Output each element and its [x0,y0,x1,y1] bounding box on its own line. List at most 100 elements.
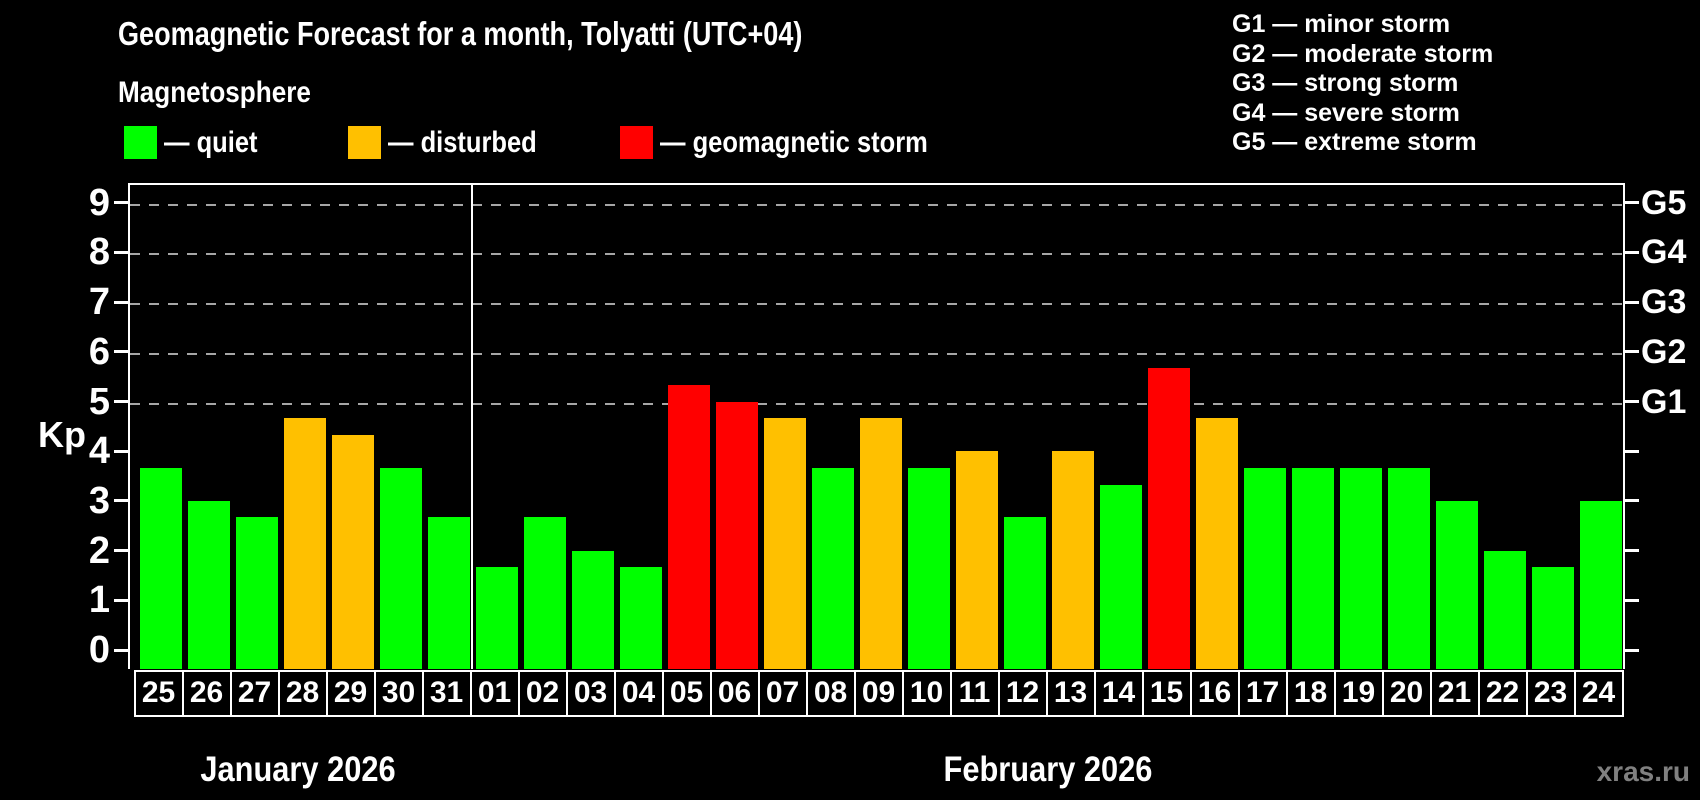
day-cell-24: 24 [1573,670,1624,717]
kp-bar-day-06 [715,401,758,669]
storm-scale-line: G4 — severe storm [1232,98,1460,127]
day-cell-30: 30 [373,670,424,717]
legend-label-quiet: — quiet [164,126,258,159]
day-cell-28: 28 [277,670,328,717]
day-cell-16: 16 [1189,670,1240,717]
y-axis-tick-left [114,598,128,602]
kp-bar-day-15 [1147,368,1190,669]
kp-gridline [130,352,1623,355]
y-axis-tick-label: 2 [88,529,110,572]
kp-bar-day-13 [1051,451,1094,669]
legend-label-disturbed: — disturbed [388,126,537,159]
day-cell-18: 18 [1285,670,1336,717]
y-axis-tick-left [114,250,128,254]
g-scale-label-G1: G1 [1641,382,1687,421]
y-axis-tick-right [1625,598,1639,602]
kp-bar-day-09 [859,417,902,669]
kp-bar-day-22 [1483,550,1526,669]
y-axis-tick-right [1625,549,1639,553]
y-axis-tick-right [1625,499,1639,503]
y-axis-tick-label: 7 [88,281,110,324]
day-cell-20: 20 [1381,670,1432,717]
kp-bar-day-31 [427,517,470,669]
kp-bar-day-25 [139,467,182,669]
y-axis-tick-left [114,449,128,453]
kp-bar-day-07 [763,417,806,669]
y-axis-tick-label: 1 [88,579,110,622]
kp-bar-day-27 [235,517,278,669]
legend-swatch-quiet [124,126,157,159]
kp-bar-day-20 [1387,467,1430,669]
kp-bar-day-30 [379,467,422,669]
g-scale-label-G4: G4 [1641,233,1687,272]
y-axis-tick-left [114,350,128,354]
day-cell-04: 04 [613,670,664,717]
month-separator-line [471,185,473,669]
day-cell-27: 27 [229,670,280,717]
day-cell-13: 13 [1045,670,1096,717]
g-scale-label-G5: G5 [1641,183,1687,222]
kp-bar-day-05 [667,385,710,669]
kp-bar-day-29 [331,434,374,669]
day-cell-22: 22 [1477,670,1528,717]
kp-bar-day-24 [1579,500,1622,669]
kp-bar-day-28 [283,417,326,669]
month-label-january: January 2026 [200,750,396,789]
y-axis-tick-label: 6 [88,330,110,373]
day-cell-21: 21 [1429,670,1480,717]
day-cell-07: 07 [757,670,808,717]
y-axis-tick-left [114,648,128,652]
day-cell-26: 26 [181,670,232,717]
day-label-row: 25 26 27 28 29 30 31 01 02 03 04 05 06 07 08 09 10 11 12 13… [133,670,1624,717]
y-axis-tick-label: 8 [88,231,110,274]
kp-bar-day-11 [955,451,998,669]
y-axis-tick-right [1625,648,1639,652]
kp-bar-day-08 [811,467,854,669]
day-cell-29: 29 [325,670,376,717]
kp-bar-day-17 [1243,467,1286,669]
month-label-february: February 2026 [943,750,1153,789]
magnetosphere-label: Magnetosphere [118,76,311,109]
kp-bar-day-21 [1435,500,1478,669]
y-axis-tick-right [1625,449,1639,453]
kp-gridline [130,203,1623,206]
y-axis-tick-left [114,499,128,503]
day-cell-02: 02 [517,670,568,717]
storm-scale-line: G3 — strong storm [1232,69,1459,97]
y-axis-tick-left [114,300,128,304]
storm-scale-legend: G1 — minor storm G2 — moderate storm G3 — … [1232,10,1493,158]
day-cell-23: 23 [1525,670,1576,717]
y-axis-tick-left [114,201,128,205]
y-axis-tick-left [114,549,128,553]
storm-scale-line: G2 — moderate storm [1232,39,1494,68]
day-cell-06: 06 [709,670,760,717]
y-axis-tick-label: 0 [88,629,110,671]
day-cell-25: 25 [133,670,184,717]
day-cell-15: 15 [1141,670,1192,717]
day-cell-09: 09 [853,670,904,717]
day-cell-01: 01 [469,670,520,717]
g-scale-label-G3: G3 [1641,283,1687,322]
g-scale-label-G2: G2 [1641,332,1687,371]
day-cell-10: 10 [901,670,952,717]
day-cell-05: 05 [661,670,712,717]
kp-bar-day-04 [619,567,662,669]
y-axis-tick-label: 3 [88,479,110,522]
kp-gridline [130,253,1623,256]
y-axis-tick-label: 9 [88,181,110,224]
y-axis-tick-left [114,400,128,403]
y-axis-tick-right [1625,201,1639,205]
y-axis-tick-label: 5 [88,380,110,423]
kp-bar-day-02 [523,517,566,669]
watermark: xras.ru [1596,756,1690,787]
kp-bar-day-23 [1531,567,1574,669]
day-cell-03: 03 [565,670,616,717]
kp-bar-day-18 [1291,467,1334,669]
day-cell-11: 11 [949,670,1000,717]
kp-bar-day-03 [571,550,614,669]
kp-gridline [130,303,1623,306]
storm-scale-line: G1 — minor storm [1232,10,1451,38]
plot-area [128,183,1625,669]
storm-scale-line: G5 — extreme storm [1232,128,1477,156]
legend-label-storm: — geomagnetic storm [660,126,928,159]
